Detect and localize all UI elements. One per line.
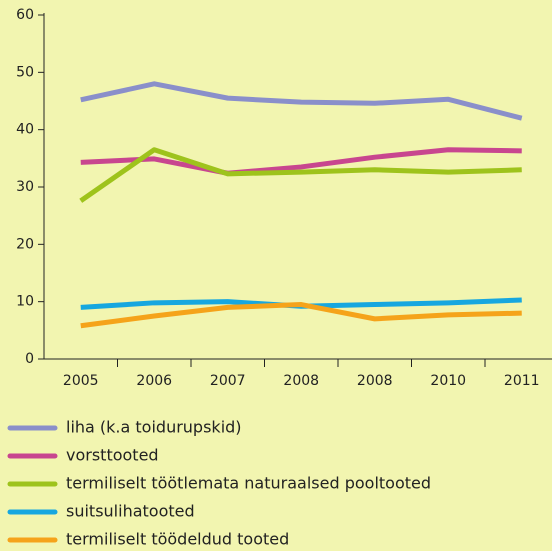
line-series <box>80 81 523 121</box>
x-tick-label: 2006 <box>136 373 172 389</box>
y-tick-label: 10 <box>16 294 34 310</box>
y-tick-label: 20 <box>16 236 34 252</box>
x-tick-label: 2008 <box>357 373 393 389</box>
legend-label: vorsttooted <box>66 446 159 465</box>
legend-label: liha (k.a toidurupskid) <box>66 418 242 437</box>
y-tick-label: 0 <box>25 351 34 367</box>
legend-label: termiliselt töötlemata naturaalsed poolt… <box>66 474 431 493</box>
line-series <box>79 147 522 203</box>
x-tick-label: 2005 <box>63 373 99 389</box>
x-tick-label: 2011 <box>504 373 540 389</box>
legend-label: termiliselt töödeldud tooted <box>66 530 289 549</box>
y-tick-label: 30 <box>16 179 34 195</box>
x-tick-label: 2010 <box>430 373 466 389</box>
legend-label: suitsulihatooted <box>66 502 195 521</box>
y-tick-label: 50 <box>16 64 34 80</box>
y-tick-label: 60 <box>16 7 34 23</box>
x-tick-label: 2007 <box>210 373 246 389</box>
line-series <box>80 147 522 176</box>
line-series <box>80 302 522 329</box>
x-tick-label: 2008 <box>283 373 319 389</box>
y-tick-label: 40 <box>16 122 34 138</box>
